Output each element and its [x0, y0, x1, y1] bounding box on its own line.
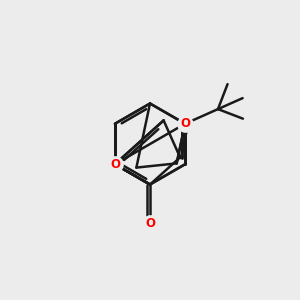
Text: O: O: [145, 217, 155, 230]
Text: O: O: [110, 158, 120, 171]
Text: O: O: [180, 117, 190, 130]
